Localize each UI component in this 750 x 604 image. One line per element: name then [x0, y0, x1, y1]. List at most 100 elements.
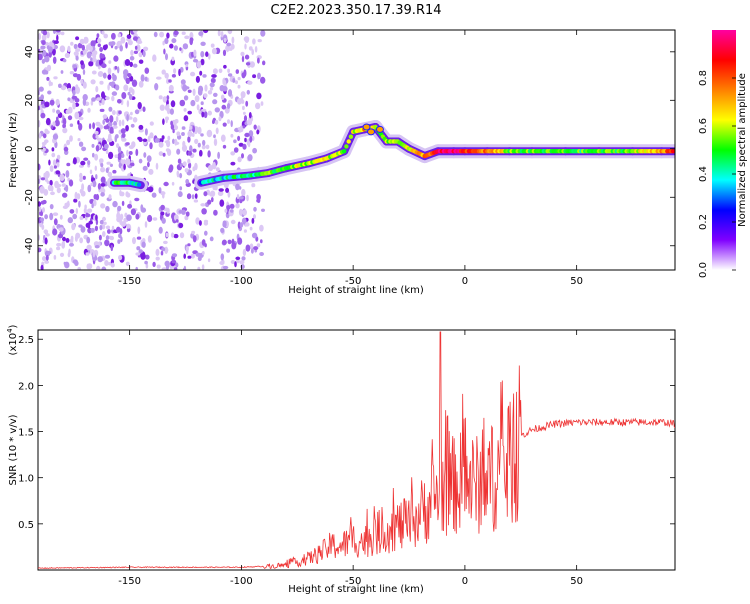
noise-blob — [155, 256, 160, 261]
noise-blob — [72, 64, 77, 69]
noise-blob — [76, 193, 81, 200]
noise-blob — [132, 63, 138, 68]
noise-blob — [207, 199, 212, 205]
noise-blob — [138, 128, 144, 133]
noise-blob — [195, 75, 200, 83]
noise-blob — [235, 256, 241, 260]
noise-blob — [179, 66, 184, 73]
noise-blob — [187, 243, 191, 247]
noise-blob — [96, 97, 102, 101]
noise-blob — [166, 78, 170, 84]
noise-blob — [209, 87, 214, 91]
noise-blob — [52, 133, 59, 140]
noise-blob — [236, 194, 240, 200]
noise-blob — [134, 197, 140, 202]
noise-blob — [69, 135, 73, 142]
noise-blob — [176, 173, 180, 178]
noise-blob — [145, 254, 150, 260]
noise-blob — [83, 207, 87, 214]
noise-blob — [176, 131, 181, 137]
noise-blob — [175, 219, 179, 223]
noise-blob — [92, 199, 97, 207]
noise-blob — [162, 152, 166, 157]
noise-blob — [102, 44, 108, 51]
noise-blob — [58, 83, 62, 89]
noise-blob — [166, 104, 170, 110]
noise-blob — [213, 138, 218, 146]
noise-blob — [185, 64, 189, 68]
noise-blob — [42, 256, 47, 262]
noise-blob — [55, 30, 61, 33]
noise-blob — [93, 58, 97, 63]
noise-blob — [72, 90, 76, 96]
noise-blob — [107, 229, 111, 234]
noise-blob — [79, 38, 85, 45]
noise-blob — [46, 180, 50, 184]
noise-blob — [118, 110, 122, 115]
noise-blob — [203, 93, 208, 98]
noise-blob — [40, 147, 46, 152]
noise-blob — [91, 143, 95, 148]
spectrogram-frame — [37, 29, 676, 271]
noise-blob — [249, 61, 255, 68]
noise-blob — [87, 160, 91, 166]
noise-blob — [91, 97, 96, 102]
noise-blob — [127, 40, 133, 46]
noise-blob — [50, 191, 55, 196]
noise-blob — [43, 235, 46, 241]
noise-blob — [72, 213, 78, 220]
noise-blob — [241, 256, 246, 261]
noise-blob — [123, 163, 126, 170]
noise-blob — [219, 85, 225, 92]
noise-blob — [260, 76, 266, 84]
noise-blob — [102, 72, 107, 79]
noise-blob — [108, 151, 114, 160]
noise-blob — [261, 208, 265, 212]
noise-blob — [67, 87, 72, 92]
noise-blob — [181, 132, 185, 136]
noise-blob — [47, 46, 53, 53]
noise-blob — [222, 220, 227, 226]
noise-blob — [211, 74, 217, 78]
noise-blob — [247, 80, 253, 85]
noise-blob — [170, 232, 175, 238]
noise-blob — [230, 260, 236, 264]
noise-blob — [83, 157, 89, 161]
noise-blob — [198, 31, 204, 36]
noise-blob — [149, 121, 154, 126]
noise-blob — [135, 213, 140, 220]
noise-blob — [75, 36, 80, 41]
noise-blob — [153, 31, 158, 38]
noise-blob — [138, 80, 144, 88]
noise-blob — [126, 214, 132, 221]
noise-blob — [82, 175, 86, 180]
noise-blob — [189, 125, 193, 130]
noise-blob — [245, 222, 250, 227]
noise-blob — [62, 127, 68, 134]
noise-blob — [177, 158, 182, 164]
noise-blob — [90, 40, 96, 48]
signal-point — [342, 149, 347, 154]
noise-blob — [54, 119, 60, 127]
noise-blob — [100, 162, 104, 168]
noise-blob — [184, 86, 190, 90]
noise-blob — [40, 177, 46, 181]
noise-blob — [44, 177, 49, 182]
noise-blob — [162, 193, 165, 199]
noise-blob — [247, 141, 251, 148]
noise-blob — [111, 225, 115, 231]
noise-blob — [119, 191, 125, 197]
signal-point — [344, 144, 349, 149]
x-tick-label: 0 — [462, 576, 468, 587]
noise-blob — [82, 69, 86, 75]
y-tick-label: 1.0 — [18, 474, 34, 485]
noise-blob — [79, 216, 84, 220]
noise-blob — [156, 76, 162, 80]
noise-blob — [226, 205, 231, 210]
noise-blob — [161, 247, 166, 252]
noise-blob — [254, 46, 258, 53]
noise-blob — [52, 56, 57, 64]
noise-blob — [166, 139, 171, 148]
noise-blob — [140, 252, 146, 260]
noise-blob — [94, 165, 98, 171]
